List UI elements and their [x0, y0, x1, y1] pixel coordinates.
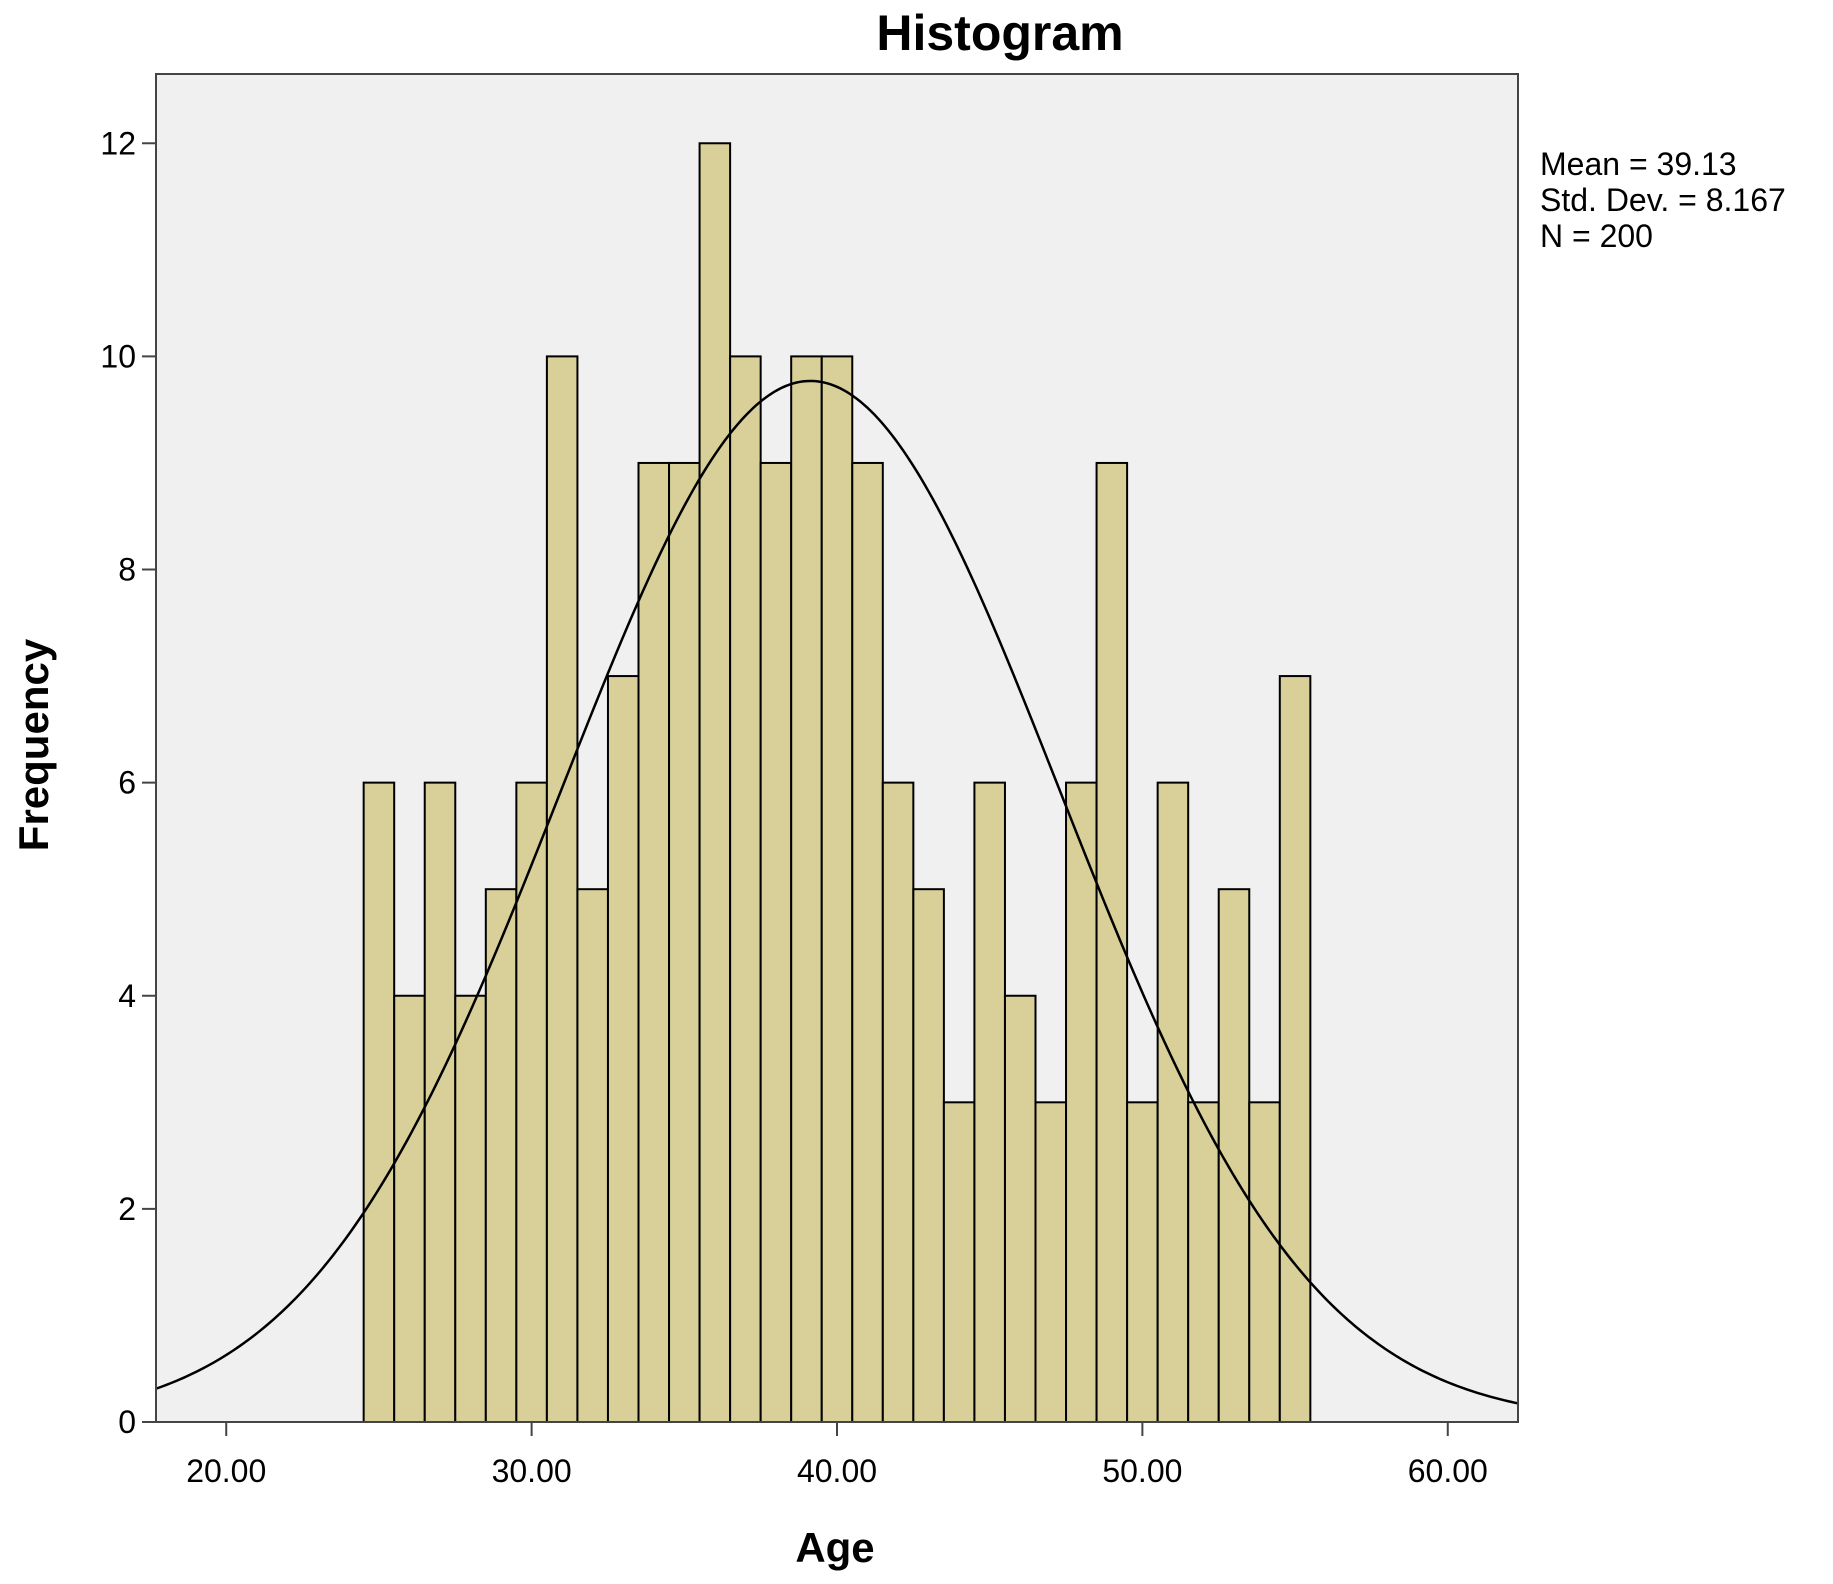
histogram-bar: [423, 781, 457, 1423]
histogram-bar: [973, 781, 1006, 1423]
y-tick-label: 10: [100, 338, 136, 374]
x-tick-label: 30.00: [492, 1453, 572, 1489]
normal-curve: [155, 379, 1519, 1405]
histogram-bar: [1003, 994, 1037, 1423]
histogram-bar: [912, 888, 945, 1423]
x-tick-label: 40.00: [797, 1453, 877, 1489]
histogram-bar: [729, 355, 762, 1424]
histogram-bar: [1065, 781, 1098, 1423]
y-axis: 0 2 4 6 8 10 12: [100, 74, 157, 1440]
x-tick-label: 50.00: [1102, 1453, 1182, 1489]
y-tick-label: 12: [100, 125, 136, 161]
y-tick-label: 0: [118, 1404, 136, 1440]
y-tick-label: 4: [118, 978, 136, 1014]
histogram-bar: [790, 355, 823, 1424]
stats-line: Mean = 39.13: [1540, 146, 1737, 182]
histogram-bar: [698, 142, 732, 1424]
histogram-bar: [759, 461, 793, 1423]
y-tick-label: 2: [118, 1191, 136, 1227]
x-tick-label: 20.00: [186, 1453, 266, 1489]
histogram-bar: [942, 1101, 976, 1423]
bars-group: [362, 142, 1312, 1424]
x-axis-title: Age: [795, 1524, 874, 1571]
histogram-bar: [362, 781, 396, 1423]
histogram-bar: [1278, 675, 1312, 1423]
histogram-bar: [1187, 1101, 1220, 1423]
x-axis: 20.00 30.00 40.00 50.00 60.00: [186, 1422, 1488, 1489]
y-tick-label: 8: [118, 552, 136, 588]
histogram-bar: [851, 461, 884, 1423]
histogram-bar: [881, 781, 915, 1423]
histogram-bar: [820, 355, 854, 1424]
histogram-bar: [1095, 461, 1129, 1423]
histogram-bar: [1126, 1101, 1159, 1423]
histogram-bar: [484, 888, 518, 1423]
stats-line: N = 200: [1540, 218, 1653, 254]
histogram-bar: [606, 675, 640, 1423]
histogram-bar: [576, 888, 609, 1423]
chart-title: Histogram: [876, 5, 1123, 61]
x-tick-label: 60.00: [1408, 1453, 1488, 1489]
y-axis-title: Frequency: [10, 638, 57, 851]
histogram-bar: [637, 461, 671, 1423]
histogram-bar: [1034, 1101, 1068, 1423]
stats-line: Std. Dev. = 8.167: [1540, 182, 1786, 218]
histogram-bar: [1248, 1101, 1281, 1423]
histogram-bar: [668, 461, 701, 1423]
histogram-bar: [515, 781, 548, 1423]
histogram-bar: [1156, 781, 1190, 1423]
histogram-bar: [454, 994, 487, 1423]
histogram-bar: [393, 994, 426, 1423]
y-tick-label: 6: [118, 765, 136, 801]
histogram-bar: [545, 355, 579, 1424]
